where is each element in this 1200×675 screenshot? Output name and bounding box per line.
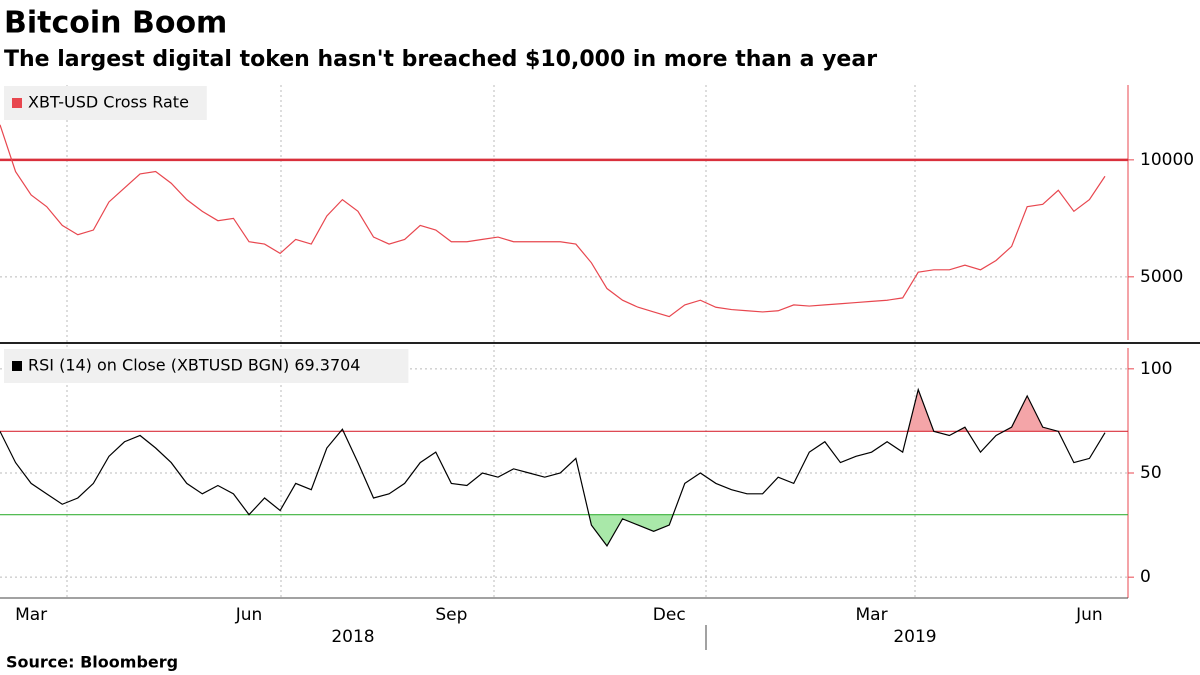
y-tick-label: 5000 xyxy=(1140,267,1183,287)
x-tick-label: Dec xyxy=(653,605,686,625)
chart-title: Bitcoin Boom xyxy=(4,6,227,41)
x-tick-label: Jun xyxy=(235,605,263,625)
y-tick-label: 10000 xyxy=(1140,150,1194,170)
series-line xyxy=(0,124,1106,318)
chart-subtitle: The largest digital token hasn't breache… xyxy=(4,47,877,72)
year-label: 2018 xyxy=(331,627,374,647)
y-tick-label: 100 xyxy=(1140,359,1172,379)
x-tick-label: Sep xyxy=(435,605,467,625)
legend-box xyxy=(4,349,409,383)
y-tick-label: 50 xyxy=(1140,463,1162,483)
source: Source: Bloomberg xyxy=(6,653,178,672)
legend-label: XBT-USD Cross Rate xyxy=(28,93,189,112)
x-tick-label: Mar xyxy=(15,605,47,625)
legend-swatch xyxy=(12,361,22,371)
vertical-grid xyxy=(66,85,916,598)
y-tick-label: 0 xyxy=(1140,567,1151,587)
legend-swatch xyxy=(12,98,22,108)
year-label: 2019 xyxy=(893,627,936,647)
series-line xyxy=(0,387,1106,548)
legend-label: RSI (14) on Close (XBTUSD BGN) 69.3704 xyxy=(28,356,360,375)
rsi-fill xyxy=(0,389,1105,432)
x-tick-label: Jun xyxy=(1075,605,1103,625)
rsi-fill xyxy=(0,514,1105,546)
x-tick-label: Mar xyxy=(856,605,888,625)
legend-box xyxy=(4,86,207,120)
